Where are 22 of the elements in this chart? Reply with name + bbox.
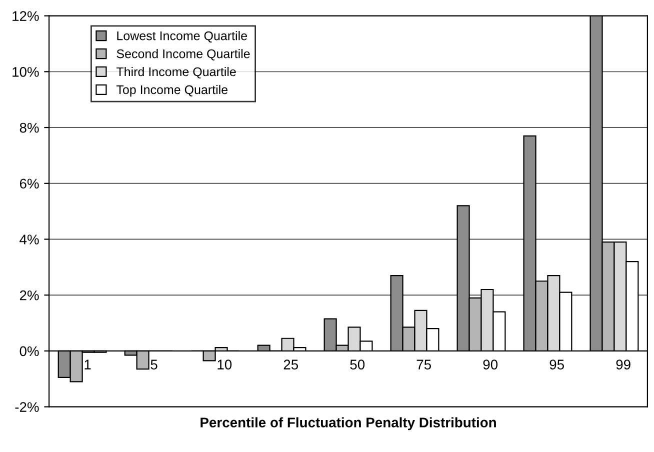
x-tick-label: 25 — [284, 360, 298, 370]
legend-label: Second Income Quartile — [116, 49, 250, 60]
x-tick-label: 99 — [616, 360, 630, 370]
y-tick-label: 10% — [12, 67, 39, 77]
x-axis-title: Percentile of Fluctuation Penalty Distribution — [200, 417, 496, 430]
x-tick-label: 95 — [550, 360, 564, 370]
legend-label: Top Income Quartile — [116, 84, 228, 97]
y-tick-label: 2% — [20, 290, 39, 300]
x-tick-label: 75 — [416, 360, 431, 370]
y-tick-label: 0% — [20, 346, 39, 356]
legend-label: Lowest Income Quartile — [117, 31, 247, 42]
legend-label: Third Income Quartile — [116, 66, 236, 78]
x-tick-label: 1 — [84, 360, 91, 370]
y-tick-label: 8% — [20, 122, 39, 133]
y-tick-label: 6% — [20, 178, 39, 189]
x-tick-label: 10 — [218, 360, 232, 370]
y-tick-label: 12% — [12, 11, 39, 21]
x-tick-label: 90 — [483, 360, 498, 370]
y-tick-label: -2% — [15, 402, 39, 412]
y-tick-label: 4% — [20, 234, 39, 244]
x-tick-label: 50 — [350, 360, 365, 370]
x-tick-label: 5 — [150, 360, 158, 370]
